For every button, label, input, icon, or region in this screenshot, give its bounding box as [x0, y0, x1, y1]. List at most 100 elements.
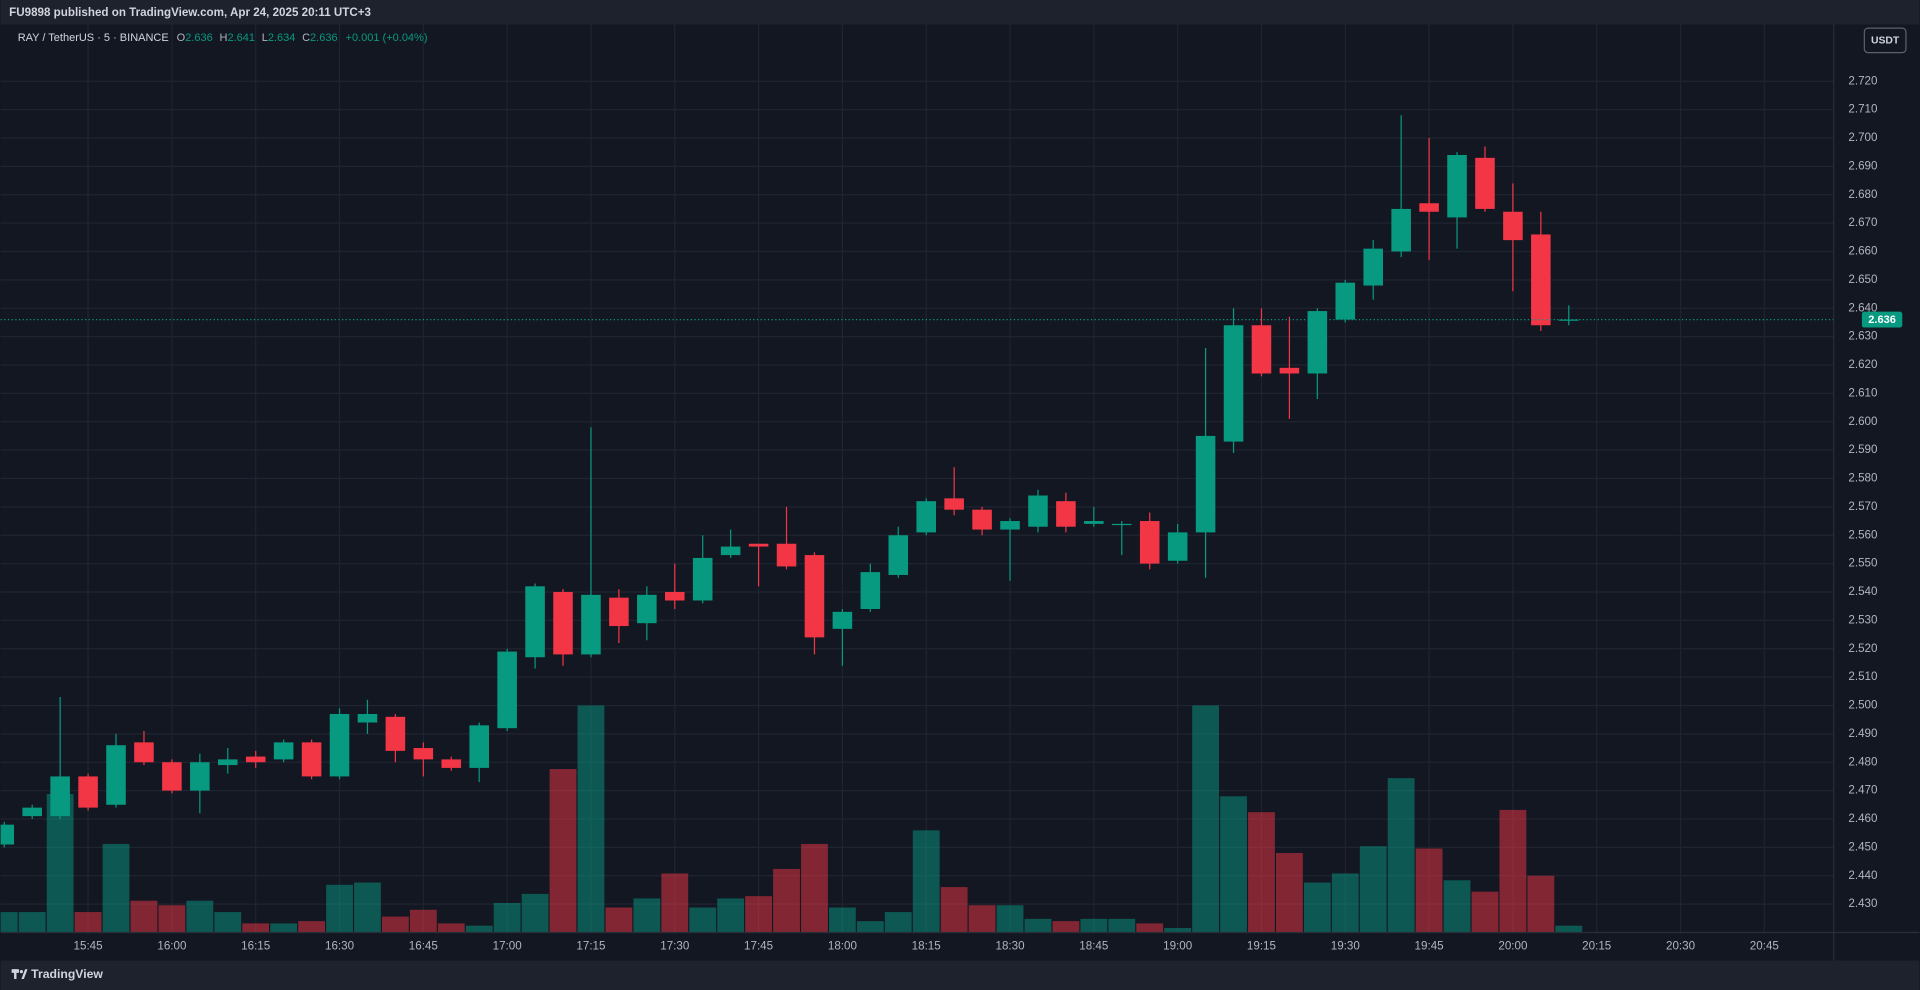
- candle-body: [720, 546, 741, 556]
- y-tick-label: 2.580: [1848, 472, 1877, 485]
- candle-body: [1139, 521, 1160, 564]
- y-tick-label: 2.600: [1848, 415, 1877, 428]
- legend-value: 2.634: [268, 32, 296, 44]
- x-tick-label: 18:15: [912, 940, 941, 953]
- legend-label: H: [220, 32, 228, 44]
- candle-body: [748, 543, 769, 547]
- y-tick-label: 2.500: [1848, 699, 1877, 712]
- candle-body: [162, 762, 182, 791]
- volume-bar: [270, 923, 298, 933]
- volume-bar: [1499, 809, 1527, 933]
- candle-body: [1559, 319, 1579, 321]
- candle-body: [1307, 311, 1328, 374]
- candle-body: [664, 591, 685, 601]
- y-tick-label: 2.440: [1848, 869, 1877, 882]
- volume-bar: [1415, 848, 1443, 933]
- y-tick-label: 2.430: [1848, 897, 1877, 910]
- candle-body: [441, 759, 462, 768]
- axes: 2.430 2.440 2.450 2.460 2.470 2.480 2.490 2.500…: [74, 74, 1903, 953]
- volume-bar: [1387, 778, 1415, 933]
- candle-body: [273, 742, 294, 760]
- candle-body: [78, 776, 98, 808]
- y-tick-label: 2.720: [1848, 74, 1877, 87]
- volume-bar: [437, 923, 465, 933]
- y-tick-label: 2.680: [1848, 188, 1877, 201]
- candle-body: [1279, 367, 1300, 374]
- candle-body: [776, 543, 797, 567]
- candle-body: [581, 594, 601, 655]
- y-tick-label: 2.550: [1848, 557, 1877, 570]
- candle-body: [888, 535, 909, 575]
- volume-bar: [884, 912, 912, 933]
- candle-body: [637, 594, 657, 624]
- y-tick-label: 2.630: [1848, 330, 1877, 343]
- currency-button-frame[interactable]: [1863, 27, 1907, 54]
- volume-bar: [996, 905, 1024, 933]
- candle-body: [1223, 325, 1244, 442]
- legend-value: 2.636: [185, 32, 213, 44]
- candle-body: [357, 713, 378, 723]
- candle-body: [301, 742, 322, 777]
- x-tick-label: 18:00: [828, 940, 857, 953]
- legend: RAY / TetherUS · 5 · BINANCE O2.636 H2.6…: [18, 32, 428, 44]
- volume-bar: [549, 769, 577, 933]
- legend-value: 2.636: [310, 32, 338, 44]
- candle-body: [553, 591, 573, 655]
- volume-bar: [717, 898, 745, 933]
- price-label-box: [1861, 311, 1903, 328]
- y-tick-label: 2.540: [1848, 585, 1877, 598]
- x-tick-label: 17:15: [576, 940, 605, 953]
- candle-body: [1056, 501, 1076, 527]
- candle-body: [1419, 203, 1439, 212]
- y-tick-label: 2.450: [1848, 840, 1877, 853]
- legend-label: C: [302, 32, 310, 44]
- volume-bar: [409, 909, 437, 933]
- volume-bar: [521, 893, 549, 933]
- volume-bar: [605, 907, 633, 933]
- candle-body: [22, 807, 42, 817]
- volume-bar: [1052, 921, 1080, 933]
- y-tick-label: 2.650: [1848, 273, 1877, 286]
- volume-bar: [912, 830, 940, 933]
- volume-bar: [326, 884, 353, 933]
- volume-bar: [1220, 796, 1247, 933]
- candle-body: [413, 748, 434, 760]
- y-tick-label: 2.520: [1848, 642, 1877, 655]
- volume-bar: [214, 912, 242, 933]
- volume-bar: [1248, 812, 1275, 933]
- candle-body: [1028, 495, 1048, 527]
- x-tick-label: 17:30: [660, 940, 689, 953]
- y-tick-label: 2.560: [1848, 528, 1877, 541]
- x-tick-label: 15:45: [74, 940, 103, 953]
- logo-part: [21, 969, 28, 979]
- volume-bar: [745, 896, 772, 933]
- currency-button[interactable]: USDT: [1863, 27, 1907, 54]
- volume-bar: [1080, 918, 1108, 933]
- volume-bar: [74, 912, 102, 933]
- volume-bar: [1024, 918, 1052, 933]
- candle-body: [1000, 521, 1020, 530]
- currency-label[interactable]: USDT: [1871, 36, 1900, 47]
- x-tick-label: 18:45: [1079, 940, 1108, 953]
- candle-body: [1475, 157, 1495, 209]
- x-tick-label: 17:45: [744, 940, 773, 953]
- y-tick-label: 2.470: [1848, 784, 1877, 797]
- volume-bar: [102, 843, 130, 933]
- candle-body: [609, 597, 629, 627]
- legend-label: O: [177, 32, 186, 44]
- volume-bar: [661, 873, 689, 933]
- volume-bar: [1108, 918, 1136, 933]
- volume-bar: [0, 912, 18, 933]
- y-tick-label: 2.510: [1848, 670, 1877, 683]
- symbol: RAY / TetherUS · 5 · BINANCE: [18, 32, 169, 44]
- candle-body: [1531, 234, 1551, 326]
- volume-bar: [1359, 846, 1387, 933]
- candle-body: [1335, 282, 1356, 320]
- volume-bar: [1471, 891, 1499, 933]
- x-tick-label: 16:00: [157, 940, 186, 953]
- volume-bar: [940, 887, 968, 933]
- candle-body: [1195, 435, 1216, 533]
- candle-body: [1167, 532, 1188, 561]
- y-tick-label: 2.690: [1848, 159, 1877, 172]
- x-tick-label: 20:00: [1498, 940, 1527, 953]
